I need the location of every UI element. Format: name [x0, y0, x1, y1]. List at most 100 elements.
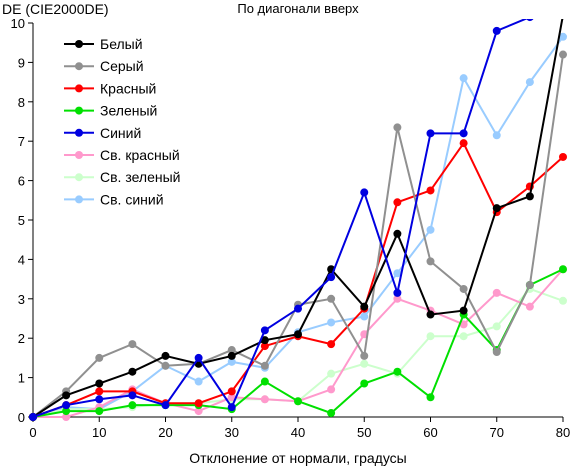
data-point	[29, 413, 37, 421]
x-tick-label: 20	[158, 425, 172, 440]
y-tick-label: 7	[18, 134, 25, 149]
data-point	[426, 257, 435, 266]
y-tick-label: 4	[18, 252, 25, 267]
data-point	[294, 397, 302, 406]
data-point	[360, 379, 369, 388]
legend-swatch-marker	[75, 173, 83, 182]
x-tick-label: 10	[92, 425, 106, 440]
data-point	[426, 129, 435, 138]
data-point	[393, 294, 402, 303]
data-point	[327, 340, 336, 349]
y-tick-label: 0	[18, 410, 25, 425]
legend-swatch-marker	[75, 40, 83, 48]
data-point	[459, 139, 468, 148]
data-point	[227, 351, 236, 360]
data-point	[360, 302, 369, 311]
data-point	[227, 346, 236, 355]
data-point	[459, 306, 468, 315]
data-point	[161, 361, 170, 370]
data-point	[525, 281, 534, 290]
data-point	[260, 326, 269, 335]
data-point	[559, 32, 567, 41]
data-point	[393, 367, 402, 376]
legend-item: Белый	[64, 36, 143, 52]
data-point	[194, 399, 203, 408]
y-ticks: 0 1 2 3 4 5 6 7 8 9 10	[11, 16, 33, 425]
data-point	[360, 312, 369, 321]
data-point	[128, 391, 137, 400]
data-point	[559, 152, 567, 161]
y-tick-label: 8	[18, 95, 25, 110]
data-point	[161, 351, 170, 360]
data-point	[459, 74, 468, 83]
x-axis-title: Отклонение от нормали, градусы	[189, 450, 406, 466]
data-point	[525, 192, 534, 201]
data-point	[327, 385, 336, 394]
legend-label: Белый	[100, 36, 143, 52]
legend-label: Св. зеленый	[100, 169, 180, 185]
data-point	[227, 357, 236, 366]
legend-item: Св. зеленый	[64, 169, 180, 185]
data-point	[562, 19, 564, 20]
data-point	[360, 351, 369, 360]
legend-item: Серый	[64, 58, 144, 74]
data-point	[62, 413, 71, 421]
legend-item: Красный	[64, 80, 156, 96]
data-point	[492, 322, 501, 331]
data-point	[393, 198, 402, 207]
data-point	[194, 353, 203, 362]
data-point	[95, 395, 104, 404]
data-point	[360, 359, 369, 368]
data-point	[260, 395, 269, 404]
data-point	[459, 284, 468, 293]
data-point	[95, 379, 104, 388]
data-point	[227, 393, 236, 402]
y-tick-label: 9	[18, 55, 25, 70]
data-point	[393, 123, 402, 132]
series-line	[32, 268, 564, 418]
y-tick-label: 6	[18, 174, 25, 189]
x-tick-label: 70	[490, 425, 504, 440]
x-tick-label: 30	[225, 425, 239, 440]
data-point	[294, 330, 302, 339]
series-5	[29, 19, 534, 421]
data-point	[360, 188, 369, 197]
data-point	[327, 409, 336, 418]
legend-swatch-marker	[75, 128, 83, 137]
legend-swatch-marker	[75, 106, 83, 115]
data-point	[260, 342, 269, 351]
data-point	[492, 26, 501, 35]
data-point	[525, 78, 534, 87]
legend-swatch-marker	[75, 151, 83, 159]
legend-label: Красный	[100, 80, 156, 96]
data-point	[260, 377, 269, 386]
legend-swatch-marker	[75, 62, 83, 71]
data-point	[426, 225, 435, 234]
x-tick-label: 50	[357, 425, 371, 440]
series-line	[32, 19, 564, 418]
chart-title: По диагонали вверх	[237, 1, 359, 16]
legend-swatch-marker	[75, 84, 83, 93]
series-1	[29, 19, 564, 421]
data-point	[62, 407, 71, 416]
legend-item: Св. красный	[64, 147, 180, 163]
y-tick-label: 1	[18, 371, 25, 386]
data-point	[559, 265, 567, 274]
data-point	[459, 332, 468, 341]
legend-item: Синий	[64, 125, 141, 141]
data-point	[194, 377, 203, 386]
data-point	[426, 393, 435, 402]
data-point	[128, 367, 137, 376]
data-point	[459, 129, 468, 138]
data-point	[260, 361, 269, 370]
legend-label: Св. красный	[100, 147, 180, 163]
series-line	[33, 268, 564, 418]
legend-item: Зеленый	[64, 103, 157, 119]
legend-label: Св. синий	[100, 191, 164, 207]
data-point	[525, 302, 534, 311]
y-tick-label: 10	[11, 16, 25, 31]
data-point	[459, 320, 468, 329]
data-point	[393, 229, 402, 238]
data-point	[327, 294, 336, 303]
